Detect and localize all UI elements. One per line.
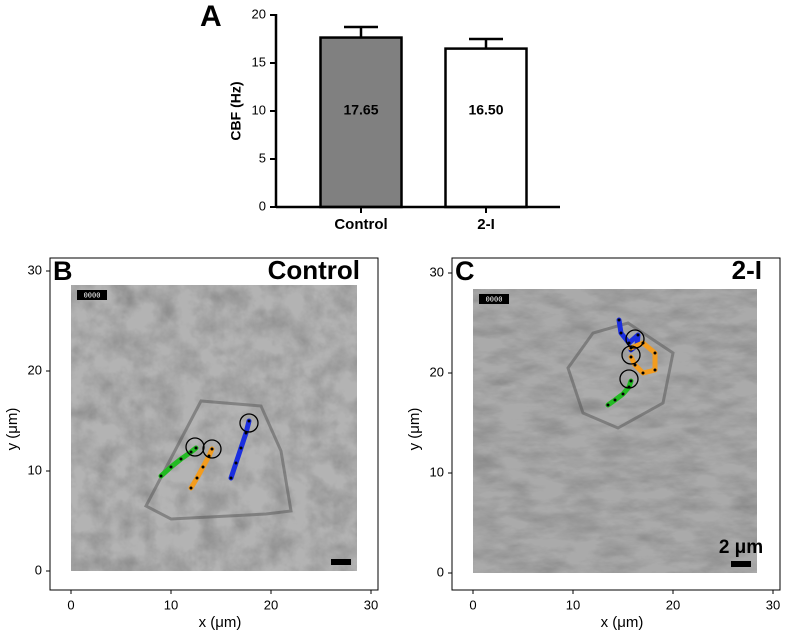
trajectory-point bbox=[636, 333, 640, 337]
y-tick-label: 0 bbox=[437, 564, 444, 579]
trajectory-point bbox=[169, 465, 173, 469]
trajectory-point bbox=[210, 447, 214, 451]
bar bbox=[319, 36, 403, 209]
micrograph-texture bbox=[71, 285, 357, 571]
trajectory-point bbox=[617, 318, 621, 322]
y-tick-label: 5 bbox=[259, 150, 266, 165]
cilium-base bbox=[185, 437, 205, 457]
trajectory-point bbox=[179, 457, 183, 461]
trajectory-point bbox=[194, 446, 198, 450]
trajectory-point bbox=[234, 461, 238, 465]
trajectory-point bbox=[606, 403, 610, 407]
y-tick-label: 10 bbox=[28, 462, 42, 477]
cilium-base bbox=[619, 369, 639, 389]
micrograph-texture bbox=[473, 289, 757, 573]
y-tick-label: 10 bbox=[252, 102, 266, 117]
timestamp: 0000 bbox=[84, 292, 101, 300]
timestamp-box bbox=[479, 294, 509, 304]
x-tick-label: 10 bbox=[164, 597, 178, 612]
x-tick-label: 30 bbox=[364, 597, 378, 612]
trajectory-point bbox=[195, 476, 199, 480]
y-axis-label: CBF (Hz) bbox=[228, 81, 244, 140]
panel-label: B bbox=[53, 256, 73, 286]
x-tick-label: 0 bbox=[469, 597, 476, 612]
x-tick-label: 20 bbox=[264, 597, 278, 612]
cilium-base bbox=[625, 329, 645, 349]
trajectory-point bbox=[239, 446, 243, 450]
cilium-base bbox=[621, 345, 641, 365]
timestamp-box bbox=[77, 290, 107, 300]
trajectory-point bbox=[201, 465, 205, 469]
x-tick-label: 20 bbox=[666, 597, 680, 612]
panel-label: C bbox=[455, 256, 475, 286]
trajectory-point bbox=[621, 392, 625, 396]
y-tick-label: 20 bbox=[430, 364, 444, 379]
y-tick-label: 15 bbox=[252, 54, 266, 69]
y-tick-label: 30 bbox=[430, 264, 444, 279]
y-tick-label: 20 bbox=[28, 362, 42, 377]
x-tick-label: 0 bbox=[67, 597, 74, 612]
x-tick-label: 2-I bbox=[477, 216, 495, 233]
trajectory-point bbox=[189, 450, 193, 454]
trajectory-point bbox=[159, 474, 163, 478]
cilium-base bbox=[202, 439, 222, 459]
x-axis-label: x (μm) bbox=[199, 614, 242, 631]
x-tick-label: Control bbox=[334, 216, 387, 233]
scale-bar bbox=[731, 561, 751, 567]
trajectory-point bbox=[629, 379, 633, 383]
trajectory-point bbox=[613, 398, 617, 402]
panel-title: Control bbox=[268, 255, 360, 285]
cilium-base bbox=[239, 413, 259, 433]
x-tick-label: 30 bbox=[766, 597, 780, 612]
y-axis-label: y (μm) bbox=[406, 408, 423, 451]
trajectory-point bbox=[627, 341, 631, 345]
trajectory-point bbox=[629, 355, 633, 359]
trajectory-point bbox=[619, 331, 623, 335]
bar bbox=[444, 47, 528, 209]
y-tick-label: 10 bbox=[430, 464, 444, 479]
trajectory-point bbox=[653, 351, 657, 355]
y-tick-label: 0 bbox=[259, 198, 266, 213]
trajectory-point bbox=[653, 368, 657, 372]
trajectory-point bbox=[633, 363, 637, 367]
scale-bar bbox=[331, 559, 351, 565]
trajectory-point bbox=[641, 371, 645, 375]
y-tick-label: 20 bbox=[252, 6, 266, 21]
value-label: 16.50 bbox=[468, 102, 503, 118]
x-axis-label: x (μm) bbox=[601, 614, 644, 631]
y-axis-label: y (μm) bbox=[4, 408, 21, 451]
trajectory-point bbox=[189, 486, 193, 490]
panel-label: A bbox=[200, 0, 222, 33]
x-tick-label: 10 bbox=[566, 597, 580, 612]
y-tick-label: 30 bbox=[28, 262, 42, 277]
value-label: 17.65 bbox=[343, 102, 378, 118]
trajectory-point bbox=[247, 419, 251, 423]
scale-label: 2 μm bbox=[719, 537, 763, 558]
trajectory-point bbox=[229, 476, 233, 480]
panel-title: 2-I bbox=[732, 255, 762, 285]
y-tick-label: 0 bbox=[35, 562, 42, 577]
timestamp: 0000 bbox=[486, 296, 503, 304]
